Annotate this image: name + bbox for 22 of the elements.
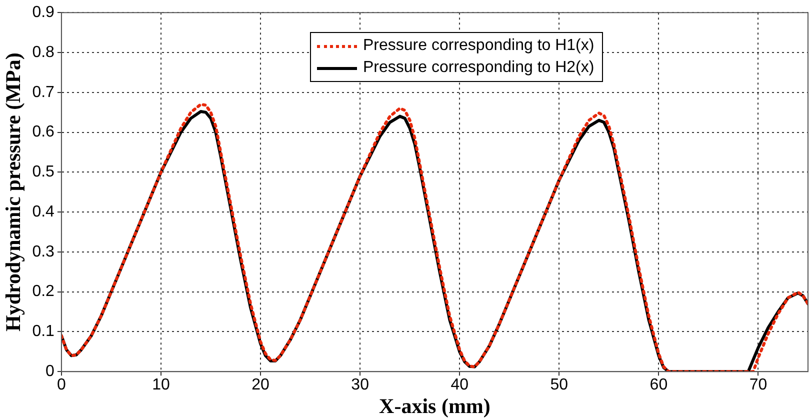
legend-label: Pressure corresponding to H2(x): [363, 59, 594, 77]
legend-label: Pressure corresponding to H1(x): [363, 37, 594, 55]
y-axis-title: Hydrodynamic pressure (MPa): [1, 52, 26, 332]
y-tick-label: 0.2: [32, 283, 55, 300]
y-tick-label: 0.3: [32, 243, 55, 260]
x-tick-label: 40: [450, 376, 469, 394]
x-tick-label: 50: [550, 376, 568, 394]
x-tick-label: 70: [749, 376, 768, 394]
y-tick-label: 0.5: [32, 164, 55, 181]
y-tick-label: 0.1: [32, 323, 55, 340]
x-axis-title: X-axis (mm): [379, 394, 490, 418]
y-tick-label: 0.8: [32, 44, 55, 61]
x-tick-label: 0: [56, 376, 66, 394]
x-tick-label: 30: [351, 376, 370, 394]
x-tick-label: 20: [252, 376, 270, 394]
y-tick-label: 0.4: [32, 203, 55, 220]
y-tick-label: 0: [46, 363, 55, 380]
x-tick-label: 60: [650, 376, 668, 394]
y-tick-label: 0.6: [32, 124, 55, 141]
x-tick-label: 10: [152, 376, 170, 394]
y-tick-label: 0.9: [32, 4, 55, 22]
y-tick-label: 0.7: [32, 84, 55, 101]
